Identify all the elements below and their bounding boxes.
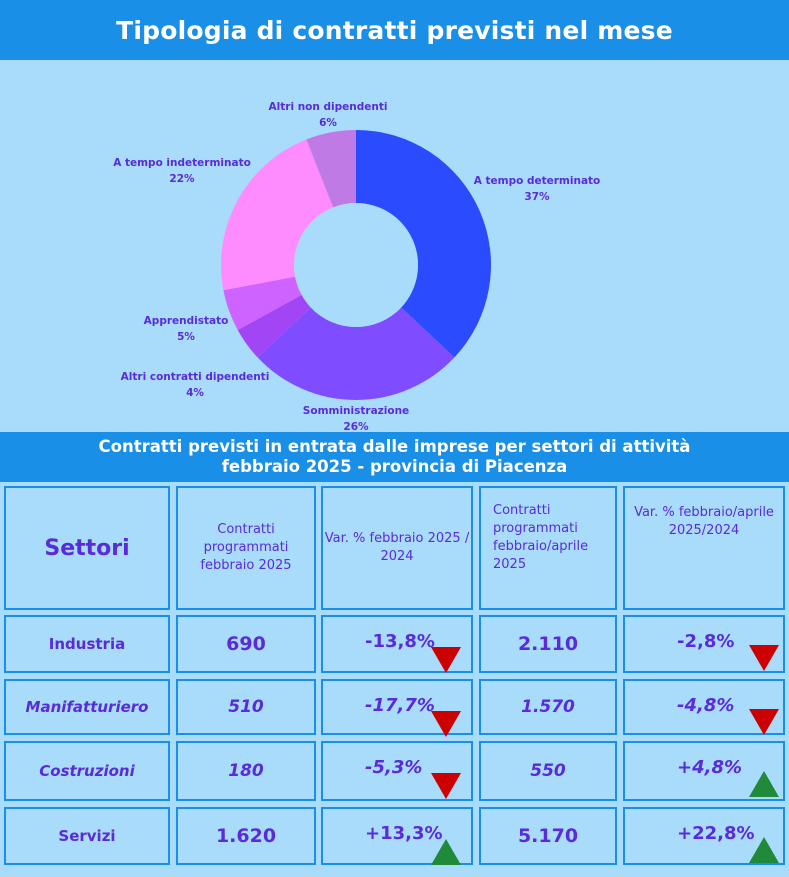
- value-var-febbraio: +13,3%: [321, 807, 473, 865]
- row-label: Industria: [4, 615, 170, 673]
- donut-slice: [356, 130, 491, 358]
- value-var-febbraio: -13,8%: [321, 615, 473, 673]
- donut-slice: [223, 276, 302, 331]
- header-settori: Settori: [4, 486, 170, 610]
- table-title-line1: Contratti previsti in entrata dalle impr…: [98, 437, 691, 456]
- trend-down-icon: [431, 647, 461, 673]
- donut-slice: [257, 307, 455, 400]
- row-label: Manifatturiero: [4, 679, 170, 735]
- value-var-febbraio-aprile: +4,8%: [623, 741, 785, 801]
- header-var-febbraio-aprile: Var. % febbraio/aprile 2025/2024: [623, 486, 785, 610]
- slice-percent-label: 26%: [343, 421, 369, 432]
- value-var-febbraio: -17,7%: [321, 679, 473, 737]
- var-febbraio-aprile-text: +22,8%: [677, 823, 755, 844]
- trend-up-icon: [749, 837, 779, 863]
- var-febbraio-text: -13,8%: [365, 631, 435, 652]
- header-var-febbraio: Var. % febbraio 2025 / 2024: [321, 486, 473, 610]
- donut-chart-area: A tempo determinato 37% Somministrazione 26…: [0, 60, 789, 432]
- value-contratti-febbraio: 510: [176, 679, 316, 735]
- sectors-table: Settori Contratti programmati febbraio 2…: [0, 482, 789, 877]
- var-febbraio-text: -5,3%: [365, 757, 423, 778]
- var-febbraio-aprile-text: +4,8%: [677, 757, 743, 778]
- slice-percent-label: 6%: [319, 117, 337, 129]
- var-febbraio-aprile-text: -2,8%: [677, 631, 735, 652]
- value-contratti-febbraio: 1.620: [176, 807, 316, 865]
- slice-label: A tempo indeterminato: [113, 157, 251, 169]
- header-contratti-febbraio: Contratti programmati febbraio 2025: [176, 486, 316, 610]
- row-label: Costruzioni: [4, 741, 170, 801]
- var-febbraio-aprile-text: -4,8%: [677, 695, 735, 716]
- var-febbraio-text: -17,7%: [365, 695, 435, 716]
- donut-slice: [237, 294, 311, 358]
- var-febbraio-text: +13,3%: [365, 823, 443, 844]
- header-contratti-febbraio-aprile: Contratti programmati febbraio/aprile 20…: [479, 486, 617, 610]
- value-var-febbraio-aprile: -2,8%: [623, 615, 785, 673]
- trend-down-icon: [431, 773, 461, 799]
- value-contratti-febbraio: 690: [176, 615, 316, 673]
- donut-slice: [221, 139, 334, 291]
- value-contratti-febbraio-aprile: 5.170: [479, 807, 617, 865]
- slice-label: A tempo determinato: [474, 175, 601, 187]
- donut-hole: [294, 203, 418, 327]
- donut-slice: [306, 130, 356, 208]
- donut-chart: A tempo determinato 37% Somministrazione 26…: [113, 101, 601, 432]
- value-contratti-febbraio-aprile: 1.570: [479, 679, 617, 735]
- slice-label: Somministrazione: [303, 405, 409, 417]
- value-contratti-febbraio: 180: [176, 741, 316, 801]
- table-title-line2: febbraio 2025 - provincia di Piacenza: [221, 457, 568, 476]
- trend-down-icon: [749, 645, 779, 671]
- page-title: Tipologia di contratti previsti nel mese: [0, 0, 789, 60]
- slice-percent-label: 22%: [169, 173, 195, 185]
- slice-percent-label: 5%: [177, 331, 195, 343]
- value-var-febbraio-aprile: +22,8%: [623, 807, 785, 865]
- trend-down-icon: [431, 711, 461, 737]
- value-var-febbraio-aprile: -4,8%: [623, 679, 785, 735]
- slice-label: Apprendistato: [144, 315, 229, 327]
- trend-up-icon: [431, 839, 461, 865]
- slice-percent-label: 37%: [524, 191, 550, 203]
- row-label: Servizi: [4, 807, 170, 865]
- value-var-febbraio: -5,3%: [321, 741, 473, 801]
- value-contratti-febbraio-aprile: 550: [479, 741, 617, 801]
- trend-up-icon: [749, 771, 779, 797]
- value-contratti-febbraio-aprile: 2.110: [479, 615, 617, 673]
- slice-percent-label: 4%: [186, 387, 204, 399]
- slice-label: Altri non dipendenti: [269, 101, 388, 113]
- trend-down-icon: [749, 709, 779, 735]
- slice-label: Altri contratti dipendenti: [121, 371, 270, 383]
- table-title: Contratti previsti in entrata dalle impr…: [0, 432, 789, 482]
